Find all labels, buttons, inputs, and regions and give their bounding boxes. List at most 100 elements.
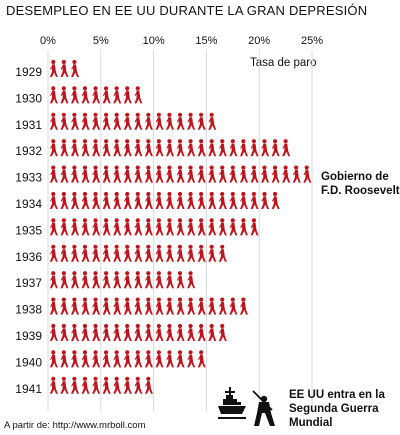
unemployed-figure-icon: [282, 139, 291, 157]
unemployed-figure-icon: [81, 244, 90, 262]
unemployed-figure-icon: [271, 165, 280, 183]
unemployed-figure-icon: [92, 323, 101, 341]
unemployed-figure-icon: [81, 376, 90, 394]
figure-bar-1934: [49, 191, 280, 209]
unemployed-figure-icon: [155, 297, 164, 315]
unemployed-figure-icon: [123, 191, 132, 209]
unemployed-figure-icon: [102, 191, 111, 209]
unemployed-figure-icon: [176, 218, 185, 236]
unemployed-figure-icon: [134, 271, 143, 289]
unemployed-figure-icon: [176, 297, 185, 315]
x-tick-label: 15%: [195, 35, 217, 47]
unemployed-figure-icon: [229, 297, 238, 315]
unemployed-figure-icon: [197, 139, 206, 157]
figure-bar-1930: [49, 86, 143, 104]
unemployed-figure-icon: [144, 218, 153, 236]
unemployed-figure-icon: [218, 191, 227, 209]
unemployed-figure-icon: [102, 112, 111, 130]
unemployed-figure-icon: [113, 112, 122, 130]
unemployed-figure-icon: [166, 191, 175, 209]
unemployed-figure-icon: [81, 297, 90, 315]
unemployed-figure-icon: [166, 297, 175, 315]
unemployed-figure-icon: [166, 323, 175, 341]
unemployed-figure-icon: [102, 86, 111, 104]
figure-bars: [49, 59, 312, 394]
year-label: 1935: [15, 223, 42, 237]
unemployed-figure-icon: [176, 271, 185, 289]
unemployed-figure-icon: [208, 244, 217, 262]
unemployed-figure-icon: [144, 191, 153, 209]
year-label: 1932: [15, 144, 42, 158]
unemployed-figure-icon: [71, 112, 79, 130]
unemployed-figure-icon: [303, 165, 312, 183]
x-tick-label: 20%: [248, 35, 270, 47]
unemployed-figure-icon: [81, 271, 90, 289]
unemployed-figure-icon: [187, 323, 196, 341]
unemployed-figure-icon: [92, 86, 101, 104]
unemployed-figure-icon: [134, 218, 143, 236]
unemployed-figure-icon: [81, 86, 90, 104]
unemployed-figure-icon: [123, 139, 132, 157]
unemployed-figure-icon: [71, 86, 79, 104]
unemployed-figure-icon: [176, 165, 185, 183]
unemployed-figure-icon: [60, 139, 69, 157]
unemployed-figure-icon: [261, 165, 270, 183]
unemployed-figure-icon: [155, 165, 164, 183]
unemployed-figure-icon: [187, 191, 196, 209]
unemployed-figure-icon: [155, 112, 164, 130]
year-label: 1929: [15, 65, 42, 79]
x-axis: 0% 5% 10% 15% 20% 25%: [40, 35, 323, 47]
unemployed-figure-icon: [102, 271, 111, 289]
unemployed-figure-icon: [60, 86, 69, 104]
unemployed-figure-icon: [113, 139, 122, 157]
unemployed-figure-icon: [176, 112, 185, 130]
unemployed-figure-icon: [102, 244, 111, 262]
unemployed-figure-icon: [113, 376, 122, 394]
year-label: 1939: [15, 329, 42, 343]
unemployed-figure-icon: [71, 271, 79, 289]
unemployed-figure-icon: [81, 323, 90, 341]
unemployed-figure-icon: [123, 297, 132, 315]
war-annotation: EE UU entra en la Segunda Guerra Mundial: [289, 388, 385, 430]
unemployed-figure-icon: [218, 244, 227, 262]
unemployed-figure-icon: [113, 323, 122, 341]
unemployed-figure-icon: [49, 244, 58, 262]
unemployed-figure-icon: [155, 323, 164, 341]
unemployed-figure-icon: [176, 244, 185, 262]
unemployed-figure-icon: [49, 350, 58, 368]
unemployed-figure-icon: [144, 165, 153, 183]
unemployed-figure-icon: [92, 165, 101, 183]
unemployed-figure-icon: [123, 350, 132, 368]
unemployed-figure-icon: [123, 271, 132, 289]
figure-bar-1931: [49, 112, 217, 130]
year-label: 1934: [15, 197, 42, 211]
unemployed-figure-icon: [60, 323, 69, 341]
unemployed-figure-icon: [166, 165, 175, 183]
unemployed-figure-icon: [250, 139, 259, 157]
unemployed-figure-icon: [49, 218, 58, 236]
unemployed-figure-icon: [123, 323, 132, 341]
unemployed-figure-icon: [229, 191, 238, 209]
soldier-icon: [252, 390, 275, 426]
unemployed-figure-icon: [208, 112, 217, 130]
unemployed-figure-icon: [113, 244, 122, 262]
unemployed-figure-icon: [92, 376, 101, 394]
unemployed-figure-icon: [81, 350, 90, 368]
unemployed-figure-icon: [166, 112, 175, 130]
unemployed-figure-icon: [92, 244, 101, 262]
unemployed-figure-icon: [49, 165, 58, 183]
unemployed-figure-icon: [60, 218, 69, 236]
unemployed-figure-icon: [197, 165, 206, 183]
unemployed-figure-icon: [187, 139, 196, 157]
unemployed-figure-icon: [60, 271, 69, 289]
unemployed-figure-icon: [134, 323, 143, 341]
unemployed-figure-icon: [144, 323, 153, 341]
unemployed-figure-icon: [197, 244, 206, 262]
unemployed-figure-icon: [144, 271, 153, 289]
unemployed-figure-icon: [60, 191, 69, 209]
unemployed-figure-icon: [81, 218, 90, 236]
unemployed-figure-icon: [49, 139, 58, 157]
unemployed-figure-icon: [218, 165, 227, 183]
unemployed-figure-icon: [102, 139, 111, 157]
